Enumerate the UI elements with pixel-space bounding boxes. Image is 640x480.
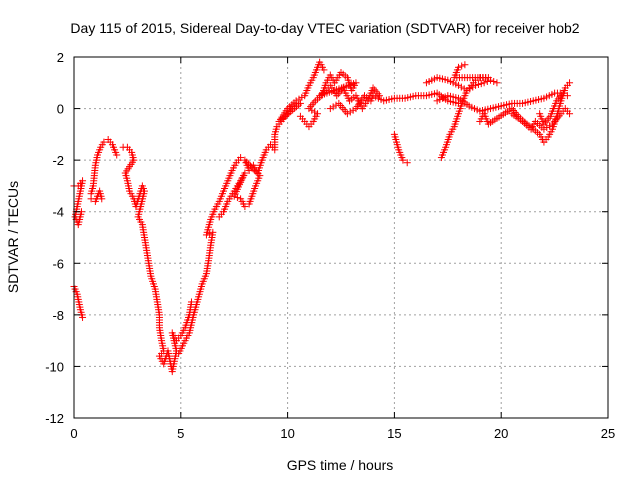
- data-point: [346, 108, 354, 116]
- y-tick-label: -6: [52, 256, 64, 271]
- data-point: [480, 79, 488, 87]
- y-tick-label: -4: [52, 205, 64, 220]
- data-point: [454, 81, 462, 89]
- data-point: [493, 79, 501, 87]
- y-tick-label: 2: [57, 50, 64, 65]
- data-point: [403, 159, 411, 167]
- data-point: [307, 103, 315, 111]
- data-point: [298, 93, 306, 101]
- data-point: [559, 89, 567, 97]
- data-point: [320, 66, 328, 74]
- plot-frame: [73, 56, 609, 419]
- data-point: [343, 110, 351, 118]
- data-point: [466, 85, 474, 93]
- data-point: [308, 101, 316, 109]
- data-point: [113, 151, 121, 159]
- data-point: [477, 80, 485, 88]
- data-point: [566, 79, 574, 87]
- data-point: [326, 105, 334, 113]
- data-point: [98, 195, 106, 203]
- data-point: [540, 125, 548, 133]
- data-point: [295, 95, 303, 103]
- data-point: [509, 107, 517, 115]
- data-point: [483, 77, 491, 85]
- data-point: [233, 194, 241, 202]
- y-tick-label: -10: [45, 359, 64, 374]
- data-point: [311, 108, 319, 116]
- data-point: [490, 77, 498, 85]
- x-tick-label: 5: [177, 426, 184, 441]
- x-tick-label: 0: [70, 426, 77, 441]
- data-point: [237, 154, 245, 162]
- grid-lines: [74, 57, 608, 418]
- data-point: [454, 63, 462, 71]
- data-point: [79, 313, 87, 321]
- data-point: [334, 90, 342, 98]
- x-axis-label: GPS time / hours: [287, 457, 394, 473]
- data-point: [230, 192, 238, 200]
- data-point: [372, 88, 380, 96]
- data-point: [399, 156, 407, 164]
- y-tick-label: 0: [57, 102, 64, 117]
- data-point: [461, 61, 469, 69]
- data-point: [310, 99, 318, 107]
- data-point: [349, 106, 357, 114]
- data-point: [292, 97, 300, 105]
- data-point: [457, 83, 465, 91]
- data-point: [458, 62, 466, 70]
- data-point: [469, 83, 477, 91]
- data-point: [314, 110, 322, 118]
- chart-title: Day 115 of 2015, Sidereal Day-to-day VTE…: [70, 20, 579, 36]
- y-tick-label: -2: [52, 153, 64, 168]
- y-tick-label: -8: [52, 308, 64, 323]
- x-tick-label: 10: [280, 426, 294, 441]
- data-point: [474, 81, 482, 89]
- y-tick-label: -12: [45, 411, 64, 426]
- data-point: [566, 110, 574, 118]
- data-point: [543, 123, 551, 131]
- data-point: [546, 122, 554, 130]
- y-axis-label: SDTVAR / TECUs: [5, 181, 21, 293]
- data-point: [100, 138, 108, 146]
- data-point: [563, 92, 571, 100]
- data-points: [70, 58, 574, 376]
- data-point: [329, 103, 337, 111]
- x-tick-label: 25: [601, 426, 615, 441]
- data-point: [241, 203, 249, 211]
- x-tick-label: 15: [387, 426, 401, 441]
- x-tick-label: 20: [494, 426, 508, 441]
